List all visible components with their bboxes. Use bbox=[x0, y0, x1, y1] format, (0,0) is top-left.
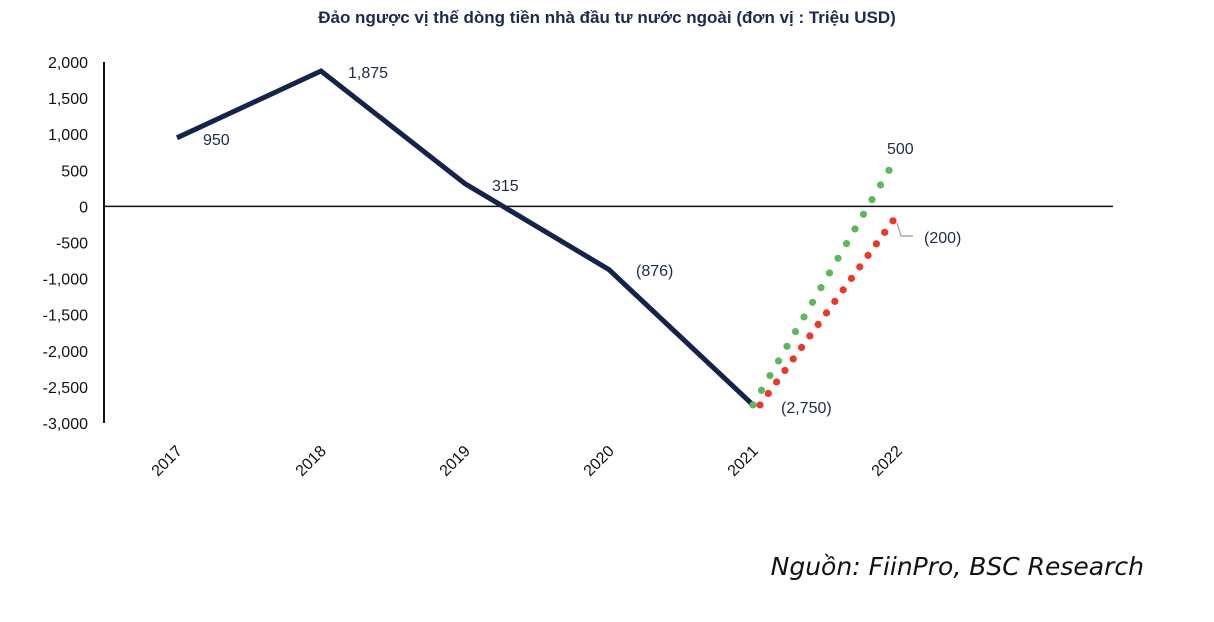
y-tick-label: -2,500 bbox=[43, 380, 88, 397]
series-red-point bbox=[881, 228, 889, 236]
data-label-green: 500 bbox=[887, 141, 914, 158]
series-red-point bbox=[814, 320, 822, 329]
y-tick-label: 500 bbox=[61, 163, 88, 180]
series-red-point bbox=[764, 389, 772, 398]
series-green-point bbox=[808, 298, 817, 306]
y-tick-labels: 2,000 1,500 1,000 500 0 -500 -1,000 -1,500 -2,00… bbox=[43, 55, 88, 433]
y-tick-label: 1,000 bbox=[48, 127, 88, 144]
series-green-point bbox=[774, 357, 783, 365]
series-green-point bbox=[868, 196, 876, 204]
x-tick-label: 2017 bbox=[149, 443, 186, 480]
series-red-point bbox=[872, 240, 880, 248]
series-red-point bbox=[797, 343, 806, 352]
y-tick-label: -1,500 bbox=[43, 308, 88, 325]
y-tick-label: 1,500 bbox=[48, 91, 88, 108]
series-green-point bbox=[842, 240, 851, 248]
series-red-point bbox=[781, 366, 789, 375]
series-group bbox=[175, 68, 897, 409]
data-labels: 950 1,875 315 (876) (2,750) 500 (200) bbox=[203, 65, 961, 417]
x-tick-label: 2022 bbox=[869, 443, 906, 480]
series-green-point bbox=[834, 254, 842, 262]
series-red-point bbox=[822, 309, 831, 317]
y-tick-label: -500 bbox=[56, 236, 88, 253]
series-green-point bbox=[800, 313, 808, 321]
series-line-main bbox=[175, 68, 755, 407]
data-label-red: (200) bbox=[924, 230, 961, 247]
x-tick-label: 2021 bbox=[725, 443, 762, 480]
series-green-point bbox=[876, 181, 885, 189]
series-green-point bbox=[817, 284, 825, 292]
x-tick-labels: 2017 2018 2019 2020 2021 2022 bbox=[149, 443, 906, 480]
y-tick-label: -2,000 bbox=[43, 344, 88, 361]
series-red-point bbox=[839, 286, 847, 294]
series-red-point bbox=[856, 263, 864, 271]
series-green-point bbox=[766, 372, 774, 380]
y-tick-label: -1,000 bbox=[43, 272, 88, 289]
series-red-point bbox=[831, 297, 839, 305]
series-red-point bbox=[806, 332, 814, 340]
series-green-point bbox=[791, 328, 800, 336]
series-green-point bbox=[757, 386, 766, 394]
axes bbox=[103, 62, 1113, 423]
series-green-point bbox=[749, 401, 757, 409]
y-tick-label: 0 bbox=[79, 199, 88, 216]
series-green-point bbox=[783, 342, 791, 350]
series-red-point bbox=[864, 251, 872, 259]
y-tick-label: 2,000 bbox=[48, 55, 88, 72]
y-tick-label: -3,000 bbox=[43, 416, 88, 433]
series-green-point bbox=[885, 166, 893, 174]
series-green-point bbox=[851, 225, 859, 233]
data-label: 1,875 bbox=[348, 65, 388, 82]
series-red-point bbox=[756, 401, 764, 409]
source-note: Nguồn: FiinPro, BSC Research bbox=[770, 552, 1144, 581]
x-tick-label: 2020 bbox=[581, 443, 618, 480]
series-green-point bbox=[859, 210, 868, 218]
series-green-point bbox=[825, 269, 834, 277]
chart-title: Đảo ngược vị thế dòng tiền nhà đầu tư nư… bbox=[318, 8, 896, 27]
x-tick-label: 2018 bbox=[293, 443, 330, 480]
leader-line bbox=[896, 222, 913, 237]
series-red-point bbox=[789, 355, 797, 363]
data-label: 315 bbox=[492, 178, 519, 195]
data-label: (876) bbox=[636, 263, 673, 280]
series-red-point bbox=[847, 274, 856, 282]
data-label: (2,750) bbox=[781, 400, 832, 417]
series-red-point bbox=[773, 378, 781, 386]
series-red-point bbox=[889, 217, 897, 225]
data-label: 950 bbox=[203, 132, 230, 149]
x-tick-label: 2019 bbox=[437, 443, 474, 480]
